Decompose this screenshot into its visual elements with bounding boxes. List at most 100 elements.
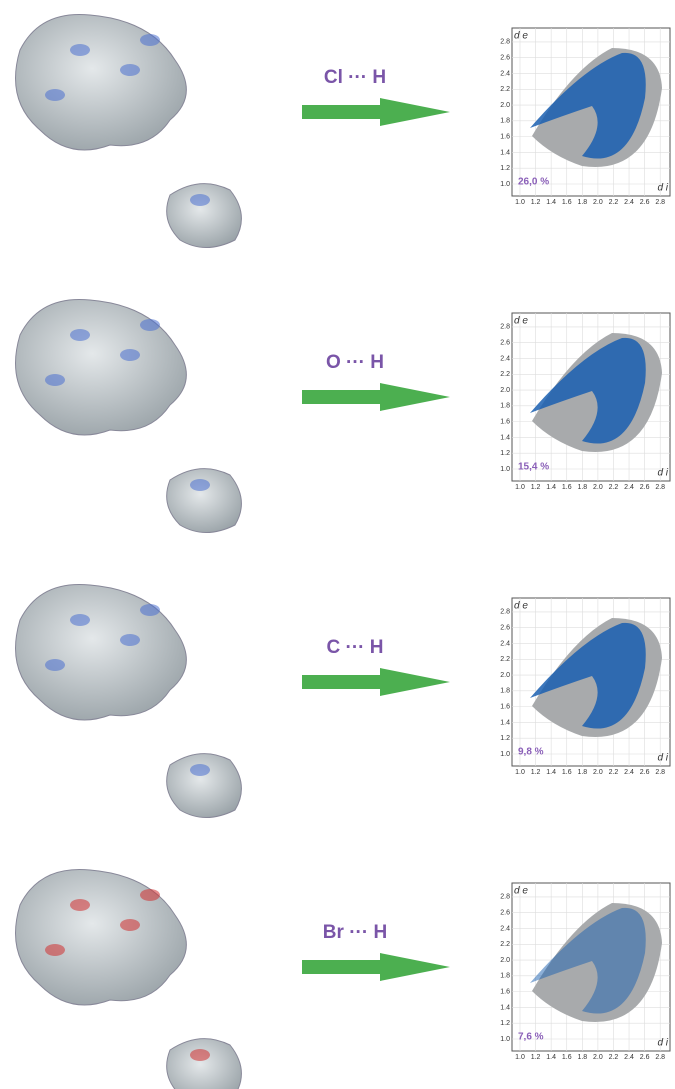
y-tick-label: 1.6 <box>500 703 510 710</box>
y-tick-label: 1.8 <box>500 403 510 410</box>
contact-patch <box>190 479 210 491</box>
x-tick-label: 1.6 <box>562 484 572 491</box>
contact-patch <box>190 764 210 776</box>
contact-patch <box>70 329 90 341</box>
figure: Cl ··· H 1.0 1.2 1.4 1.6 1.8 2.0 2.2 2.4 2.6 2.8 1.… <box>0 0 675 1089</box>
x-tick-label: 2.6 <box>640 1054 650 1061</box>
x-tick-label: 1.4 <box>546 769 556 776</box>
contact-patch <box>120 349 140 361</box>
contact-label: C ··· H <box>327 637 384 658</box>
molecule-surface <box>16 869 187 1005</box>
contact-patch <box>45 944 65 956</box>
contact-label: Br ··· H <box>323 922 387 943</box>
x-axis-label: d i <box>657 468 668 479</box>
contact-patch <box>70 899 90 911</box>
y-tick-label: 2.4 <box>500 355 510 362</box>
molecule-surface <box>167 469 242 533</box>
y-tick-label: 1.0 <box>500 181 510 188</box>
x-tick-label: 2.8 <box>655 199 665 206</box>
x-tick-label: 1.4 <box>546 1054 556 1061</box>
contact-label: O ··· H <box>326 352 384 373</box>
x-tick-label: 2.2 <box>609 484 619 491</box>
y-tick-label: 2.0 <box>500 672 510 679</box>
y-tick-label: 1.4 <box>500 1004 510 1011</box>
y-tick-label: 2.6 <box>500 910 510 917</box>
percent-label: 15,4 % <box>518 462 549 473</box>
x-tick-label: 1.8 <box>577 1054 587 1061</box>
y-axis-label: d e <box>514 31 528 42</box>
contact-patch <box>120 919 140 931</box>
y-tick-label: 2.4 <box>500 640 510 647</box>
y-tick-label: 2.6 <box>500 340 510 347</box>
x-tick-label: 2.0 <box>593 1054 603 1061</box>
molecule-surface <box>167 754 242 818</box>
y-tick-label: 1.0 <box>500 751 510 758</box>
y-tick-label: 1.8 <box>500 118 510 125</box>
x-axis-label: d i <box>657 753 668 764</box>
x-tick-label: 1.0 <box>515 1054 525 1061</box>
x-axis-label: d i <box>657 183 668 194</box>
x-tick-label: 1.4 <box>546 484 556 491</box>
y-tick-label: 1.4 <box>500 719 510 726</box>
x-tick-label: 2.6 <box>640 199 650 206</box>
contact-patch <box>70 44 90 56</box>
y-tick-label: 1.4 <box>500 149 510 156</box>
y-tick-label: 2.8 <box>500 39 510 46</box>
contact-label: Cl ··· H <box>324 67 386 88</box>
y-axis-label: d e <box>514 601 528 612</box>
x-tick-label: 2.8 <box>655 769 665 776</box>
y-tick-label: 1.8 <box>500 973 510 980</box>
x-tick-label: 1.6 <box>562 769 572 776</box>
x-tick-label: 1.8 <box>577 199 587 206</box>
molecule-surface <box>16 584 187 720</box>
contact-patch <box>45 374 65 386</box>
arrow <box>302 98 450 126</box>
y-tick-label: 1.6 <box>500 988 510 995</box>
x-tick-label: 2.6 <box>640 769 650 776</box>
y-tick-label: 1.0 <box>500 1036 510 1043</box>
contact-patch <box>140 889 160 901</box>
x-tick-label: 2.6 <box>640 484 650 491</box>
x-tick-label: 2.8 <box>655 1054 665 1061</box>
y-tick-label: 1.2 <box>500 450 510 457</box>
y-axis-label: d e <box>514 886 528 897</box>
x-tick-label: 1.2 <box>531 484 541 491</box>
molecule-surface <box>167 1039 242 1089</box>
y-tick-label: 2.8 <box>500 609 510 616</box>
percent-label: 9,8 % <box>518 747 544 758</box>
y-tick-label: 2.8 <box>500 324 510 331</box>
y-tick-label: 2.0 <box>500 102 510 109</box>
x-tick-label: 2.0 <box>593 484 603 491</box>
y-tick-label: 1.2 <box>500 1020 510 1027</box>
molecule-surface <box>167 184 242 248</box>
x-tick-label: 1.2 <box>531 199 541 206</box>
y-tick-label: 2.4 <box>500 925 510 932</box>
y-tick-label: 2.0 <box>500 957 510 964</box>
y-tick-label: 2.6 <box>500 55 510 62</box>
percent-label: 26,0 % <box>518 177 549 188</box>
y-tick-label: 1.2 <box>500 165 510 172</box>
x-tick-label: 1.8 <box>577 484 587 491</box>
contact-patch <box>190 1049 210 1061</box>
contact-patch <box>70 614 90 626</box>
contact-patch <box>45 659 65 671</box>
x-tick-label: 1.4 <box>546 199 556 206</box>
x-tick-label: 2.8 <box>655 484 665 491</box>
y-tick-label: 2.2 <box>500 371 510 378</box>
y-tick-label: 1.4 <box>500 434 510 441</box>
contact-patch <box>140 604 160 616</box>
arrow <box>302 668 450 696</box>
x-tick-label: 1.8 <box>577 769 587 776</box>
fingerprint-plot: 1.01.21.41.61.82.02.22.42.62.81.01.21.41… <box>500 313 670 491</box>
x-tick-label: 1.2 <box>531 769 541 776</box>
y-tick-label: 2.4 <box>500 70 510 77</box>
y-tick-label: 2.8 <box>500 894 510 901</box>
arrow <box>302 953 450 981</box>
y-tick-label: 2.2 <box>500 86 510 93</box>
x-tick-label: 2.0 <box>593 769 603 776</box>
x-tick-label: 2.4 <box>624 199 634 206</box>
x-tick-label: 2.4 <box>624 769 634 776</box>
x-tick-label: 2.4 <box>624 1054 634 1061</box>
x-tick-label: 2.2 <box>609 1054 619 1061</box>
